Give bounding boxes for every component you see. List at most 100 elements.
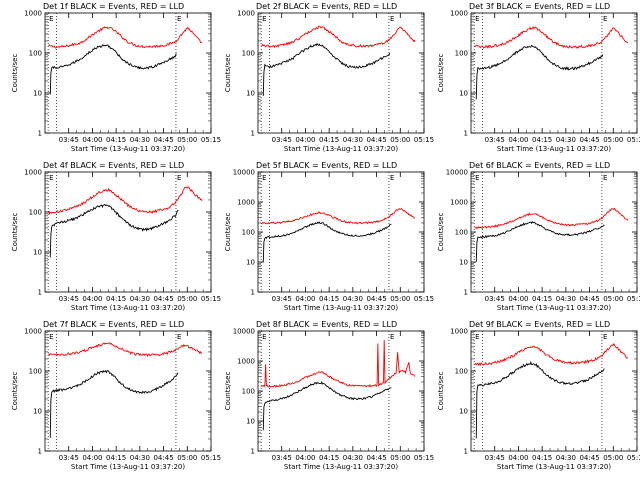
event-marker-label: E bbox=[603, 174, 607, 182]
event-marker-label: E bbox=[262, 15, 266, 23]
chart-panel-8: Det 8f BLACK = Events, RED = LLD 1 10 100 10… bbox=[224, 320, 434, 471]
lld-series-line bbox=[48, 26, 203, 49]
y-tick-label: 10 bbox=[33, 90, 42, 98]
x-tick-label: 04:30 bbox=[343, 136, 363, 144]
x-axis-label: Start Time (13-Aug-11 03:37:20) bbox=[71, 145, 185, 153]
y-tick-label: 10 bbox=[246, 259, 255, 267]
y-axis-label: Counts/sec bbox=[11, 54, 19, 93]
x-axis-label: Start Time (13-Aug-11 03:37:20) bbox=[284, 145, 398, 153]
lld-series-line bbox=[474, 26, 629, 49]
x-axis-label: Start Time (13-Aug-11 03:37:20) bbox=[284, 304, 398, 312]
x-tick-label: 04:00 bbox=[295, 136, 315, 144]
y-tick-label: 100 bbox=[455, 50, 468, 58]
x-tick-label: 03:45 bbox=[272, 136, 292, 144]
y-tick-label: 100 bbox=[29, 50, 42, 58]
y-tick-label: 10 bbox=[33, 249, 42, 257]
event-marker-label: E bbox=[475, 15, 479, 23]
x-tick-label: 04:45 bbox=[579, 136, 599, 144]
x-tick-label: 04:15 bbox=[106, 136, 126, 144]
panel-title: Det 2f BLACK = Events, RED = LLD bbox=[256, 2, 397, 11]
x-axis-label: Start Time (13-Aug-11 03:37:20) bbox=[497, 463, 611, 471]
x-tick-label: 04:15 bbox=[319, 136, 339, 144]
x-tick-label: 05:15 bbox=[414, 136, 434, 144]
event-marker-label: E bbox=[390, 333, 394, 341]
x-axis-label: Start Time (13-Aug-11 03:37:20) bbox=[71, 304, 185, 312]
x-tick-label: 04:00 bbox=[82, 136, 102, 144]
events-series-line bbox=[475, 220, 605, 262]
y-tick-label: 1 bbox=[464, 289, 468, 297]
x-tick-label: 05:00 bbox=[390, 454, 410, 462]
y-tick-label: 1 bbox=[38, 289, 42, 297]
chart-panel-9: Det 9f BLACK = Events, RED = LLD 1 10 100 10… bbox=[437, 320, 640, 471]
y-tick-label: 1000 bbox=[450, 199, 468, 207]
x-tick-label: 05:00 bbox=[603, 136, 623, 144]
y-tick-label: 1 bbox=[38, 448, 42, 456]
chart-panel-7: Det 7f BLACK = Events, RED = LLD 1 10 100 10… bbox=[11, 320, 221, 471]
x-tick-label: 05:00 bbox=[603, 454, 623, 462]
events-series-line bbox=[262, 221, 392, 263]
event-marker-label: E bbox=[177, 15, 181, 23]
events-series-line bbox=[262, 42, 391, 96]
y-tick-label: 1000 bbox=[24, 328, 42, 336]
y-tick-label: 10000 bbox=[233, 328, 255, 336]
y-tick-label: 1 bbox=[251, 130, 255, 138]
event-marker-label: E bbox=[49, 333, 53, 341]
x-tick-label: 04:45 bbox=[153, 454, 173, 462]
x-tick-label: 03:45 bbox=[485, 295, 505, 303]
y-tick-label: 10 bbox=[459, 90, 468, 98]
x-tick-label: 04:45 bbox=[579, 454, 599, 462]
y-tick-label: 100 bbox=[242, 229, 255, 237]
chart-panel-3: Det 3f BLACK = Events, RED = LLD 1 10 100 10… bbox=[437, 2, 640, 153]
events-series-line bbox=[475, 361, 605, 439]
plot-frame bbox=[257, 330, 425, 452]
x-tick-label: 05:15 bbox=[414, 295, 434, 303]
panel-title: Det 7f BLACK = Events, RED = LLD bbox=[43, 320, 184, 329]
chart-panel-4: Det 4f BLACK = Events, RED = LLD 1 10 100 10… bbox=[11, 161, 221, 312]
y-axis-label: Counts/sec bbox=[224, 54, 232, 93]
plot-frame bbox=[44, 171, 212, 293]
x-tick-label: 04:15 bbox=[319, 454, 339, 462]
y-tick-label: 1000 bbox=[450, 328, 468, 336]
x-tick-label: 04:45 bbox=[366, 295, 386, 303]
events-series-line bbox=[262, 381, 392, 431]
y-tick-label: 1000 bbox=[24, 169, 42, 177]
events-series-line bbox=[49, 203, 179, 258]
lld-series-line bbox=[48, 186, 203, 215]
y-tick-label: 1 bbox=[464, 130, 468, 138]
event-marker-label: E bbox=[177, 333, 181, 341]
x-axis-label: Start Time (13-Aug-11 03:37:20) bbox=[497, 304, 611, 312]
lld-series-line bbox=[261, 207, 416, 225]
y-tick-label: 1 bbox=[464, 448, 468, 456]
event-marker-label: E bbox=[49, 174, 53, 182]
events-series-line bbox=[475, 44, 604, 100]
panel-title: Det 5f BLACK = Events, RED = LLD bbox=[256, 161, 397, 170]
chart-panel-6: Det 6f BLACK = Events, RED = LLD 1 10 100 10… bbox=[437, 161, 640, 312]
event-marker-label: E bbox=[390, 174, 394, 182]
x-tick-label: 04:00 bbox=[82, 454, 102, 462]
y-axis-label: Counts/sec bbox=[437, 372, 445, 411]
y-tick-label: 100 bbox=[455, 229, 468, 237]
panel-title: Det 6f BLACK = Events, RED = LLD bbox=[469, 161, 610, 170]
x-tick-label: 04:15 bbox=[532, 295, 552, 303]
x-tick-label: 04:15 bbox=[106, 295, 126, 303]
event-marker-label: E bbox=[603, 333, 607, 341]
x-tick-label: 04:15 bbox=[319, 295, 339, 303]
x-tick-label: 04:30 bbox=[130, 136, 150, 144]
event-marker-label: E bbox=[475, 174, 479, 182]
x-axis-label: Start Time (13-Aug-11 03:37:20) bbox=[497, 145, 611, 153]
x-tick-label: 04:15 bbox=[106, 454, 126, 462]
y-tick-label: 10 bbox=[246, 90, 255, 98]
y-tick-label: 1000 bbox=[24, 10, 42, 18]
y-tick-label: 10 bbox=[459, 259, 468, 267]
y-tick-label: 1000 bbox=[237, 358, 255, 366]
plot-frame bbox=[44, 12, 212, 134]
plot-frame bbox=[44, 330, 212, 452]
lld-series-line bbox=[261, 25, 416, 49]
lld-series-line bbox=[474, 207, 629, 230]
y-tick-label: 10000 bbox=[446, 169, 468, 177]
x-tick-label: 04:00 bbox=[295, 295, 315, 303]
x-tick-label: 05:15 bbox=[627, 136, 640, 144]
lld-series-line bbox=[474, 342, 629, 367]
y-axis-label: Counts/sec bbox=[11, 213, 19, 252]
